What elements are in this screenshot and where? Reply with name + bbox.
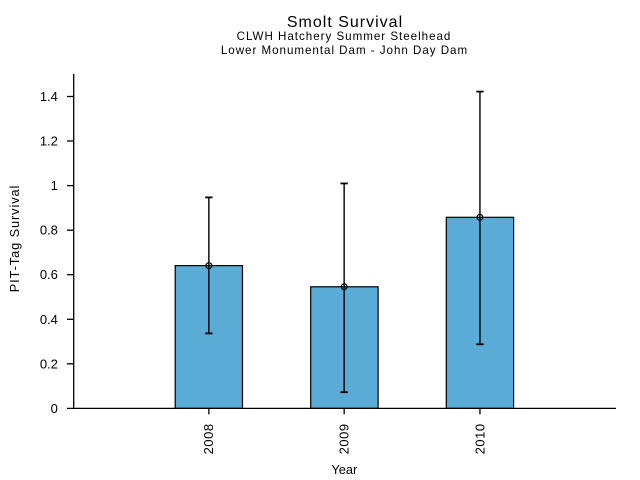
svg-text:Year: Year	[331, 462, 358, 477]
svg-text:1.4: 1.4	[40, 89, 58, 104]
svg-text:1.2: 1.2	[40, 134, 58, 149]
svg-text:0.8: 0.8	[40, 223, 58, 238]
svg-text:1: 1	[51, 178, 58, 193]
svg-text:CLWH Hatchery Summer Steelhead: CLWH Hatchery Summer Steelhead	[237, 30, 452, 43]
svg-text:Lower Monumental Dam - John Da: Lower Monumental Dam - John Day Dam	[221, 44, 468, 57]
svg-text:0.4: 0.4	[40, 312, 58, 327]
svg-text:2009: 2009	[337, 423, 352, 454]
svg-text:0.2: 0.2	[40, 356, 58, 371]
svg-text:2010: 2010	[472, 423, 487, 454]
svg-text:Smolt Survival: Smolt Survival	[287, 14, 403, 31]
svg-text:0: 0	[51, 401, 58, 416]
svg-text:2008: 2008	[201, 423, 216, 454]
svg-text:PIT-Tag Survival: PIT-Tag Survival	[7, 185, 22, 293]
svg-text:0.6: 0.6	[40, 267, 58, 282]
